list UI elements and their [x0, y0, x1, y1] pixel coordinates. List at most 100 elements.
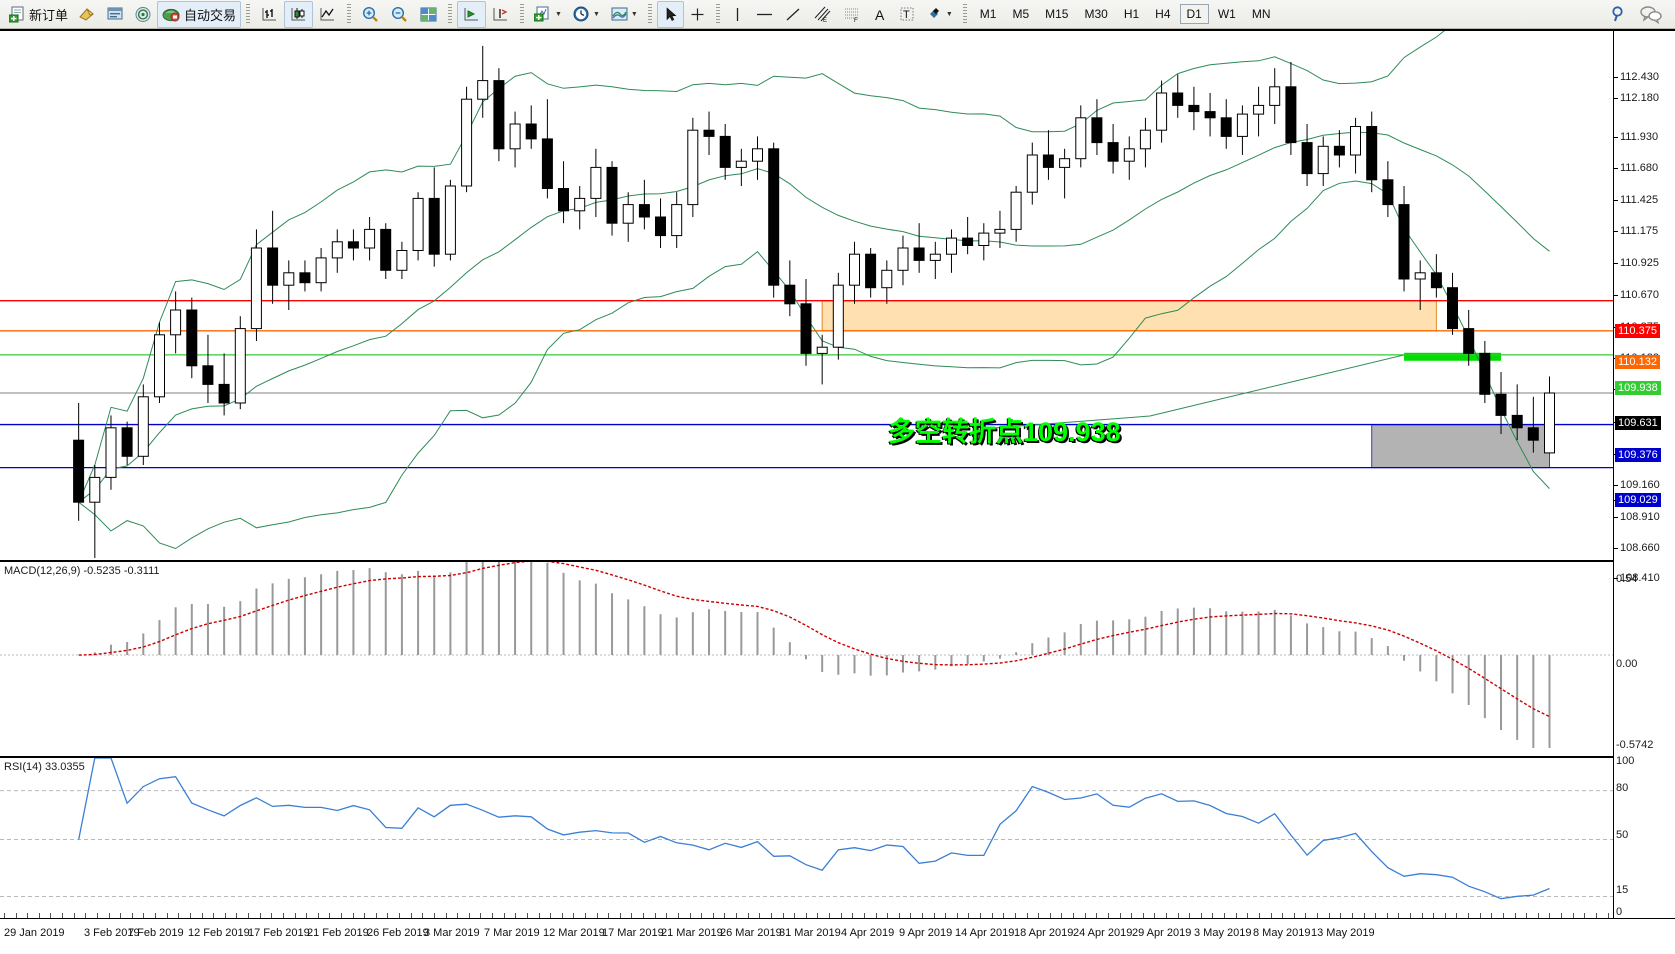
- time-tick: [480, 913, 481, 918]
- candlestick-chart-icon: [291, 7, 306, 20]
- chat-icon[interactable]: [1639, 4, 1663, 24]
- time-tick: [120, 913, 121, 918]
- toolbar-grip-3[interactable]: [448, 4, 453, 24]
- candle-body: [606, 166, 618, 224]
- period-caret-icon[interactable]: ▼: [592, 10, 600, 18]
- time-tick: [817, 913, 818, 918]
- macd-pane[interactable]: MACD(12,26,9) -0.5235 -0.3111: [0, 560, 1614, 754]
- shapes-caret-icon[interactable]: ▼: [945, 10, 953, 18]
- candle-body: [1447, 287, 1458, 330]
- indicators-caret-icon[interactable]: ▼: [555, 10, 562, 18]
- toolbar-grip-7[interactable]: [962, 4, 967, 24]
- time-tick: [504, 913, 505, 918]
- candle-body: [1350, 126, 1361, 156]
- templates-button[interactable]: ▼: [605, 1, 643, 28]
- tile-windows-button[interactable]: [414, 1, 443, 28]
- timeframe-d1[interactable]: D1: [1179, 4, 1209, 24]
- auto-scroll-button[interactable]: [486, 1, 515, 28]
- templates-icon: [611, 7, 628, 20]
- timeframe-h1[interactable]: H1: [1123, 7, 1140, 21]
- chart-shift-button[interactable]: [457, 0, 487, 28]
- text-icon: A: [875, 7, 885, 23]
- toolbar-grip-6[interactable]: [715, 4, 720, 24]
- timeframe-w1[interactable]: W1: [1217, 7, 1236, 21]
- price-level-resistance-red[interactable]: 110.375: [1615, 324, 1660, 338]
- toolbar-grip-4[interactable]: [520, 4, 525, 24]
- candle-body: [1253, 104, 1265, 115]
- candlestick-chart-button[interactable]: [284, 0, 314, 28]
- line-chart-button[interactable]: [313, 1, 342, 28]
- tile-windows-icon: [420, 7, 437, 21]
- chart-annotation-text[interactable]: 多空转折点109.938: [888, 417, 1121, 447]
- price-pane[interactable]: 多空转折点109.938: [0, 31, 1614, 558]
- bar-chart-button[interactable]: [255, 1, 284, 28]
- price-tick: 108.910: [1614, 511, 1660, 523]
- toolbar-grip-5[interactable]: [647, 4, 652, 24]
- rsi-pane[interactable]: RSI(14) 33.0355: [0, 756, 1614, 921]
- candle-body: [170, 309, 182, 336]
- price-level-last-price-black[interactable]: 109.631: [1615, 416, 1661, 430]
- price-level-resistance-orange[interactable]: 110.132: [1615, 355, 1660, 369]
- search-icon[interactable]: [1609, 4, 1629, 24]
- text-button[interactable]: A: [867, 1, 893, 28]
- candle-body: [913, 247, 925, 261]
- candle-body: [574, 197, 586, 212]
- fibonacci-button[interactable]: F: [837, 1, 867, 28]
- signals-button[interactable]: [129, 1, 157, 28]
- timeframe-m5[interactable]: M5: [1012, 7, 1030, 21]
- candle-body: [396, 250, 408, 271]
- time-label: 12 Feb 2019: [188, 927, 250, 939]
- candle-body: [137, 396, 149, 457]
- time-tick: [1027, 913, 1028, 918]
- candle-body: [477, 80, 489, 100]
- trendline-button[interactable]: [779, 1, 807, 28]
- data-window-button[interactable]: [101, 1, 129, 28]
- time-tick: [829, 913, 830, 918]
- new-order-button[interactable]: 新订单: [4, 1, 73, 28]
- timeframe-m1[interactable]: M1: [979, 7, 997, 21]
- equidistant-channel-button[interactable]: E: [807, 1, 837, 28]
- time-tick: [143, 913, 144, 918]
- timeframe-h4[interactable]: H4: [1155, 7, 1171, 21]
- text-label-button[interactable]: T: [893, 1, 921, 28]
- candle-body: [655, 216, 666, 237]
- timeframe-mn[interactable]: MN: [1251, 7, 1271, 21]
- price-scale[interactable]: 112.430 112.180 111.930 111.680 111.425 111.1…: [1613, 31, 1675, 921]
- candle-body: [541, 138, 553, 189]
- vertical-line-button[interactable]: [725, 1, 750, 28]
- candle-body: [73, 439, 85, 503]
- timeframe-m15[interactable]: M15: [1045, 7, 1069, 21]
- time-tick: [794, 913, 795, 918]
- candle-body: [638, 204, 650, 218]
- time-tick: [1003, 913, 1004, 918]
- price-tick: 111.680: [1614, 162, 1658, 174]
- candle-body: [897, 247, 909, 271]
- chart-window[interactable]: ▲USDJPY-,Daily 109.148 109.764 109.145 1…: [0, 29, 1675, 954]
- time-scale[interactable]: 29 Jan 2019 3 Feb 2019 7 Feb 2019 12 Feb 20…: [0, 913, 1675, 954]
- crosshair-button[interactable]: [684, 1, 711, 28]
- timeframe-m30[interactable]: M30: [1084, 7, 1108, 21]
- autotrading-button[interactable]: 自动交易: [157, 0, 242, 28]
- toolbar-grip-2[interactable]: [347, 4, 352, 24]
- price-tick: 111.930: [1614, 131, 1658, 143]
- macd-canvas[interactable]: [0, 562, 1614, 754]
- rsi-canvas[interactable]: [0, 758, 1614, 921]
- price-level-support-blue-1[interactable]: 109.376: [1615, 448, 1661, 462]
- shapes-button[interactable]: ▼: [921, 1, 958, 28]
- price-chart-canvas[interactable]: [0, 31, 1614, 558]
- zoom-in-button[interactable]: [356, 1, 385, 28]
- templates-caret-icon[interactable]: ▼: [630, 10, 638, 18]
- expert-advisors-button[interactable]: [73, 1, 101, 28]
- price-level-pivot-green[interactable]: 109.938: [1615, 381, 1661, 395]
- toolbar-grip-1[interactable]: [246, 4, 251, 24]
- cursor-button[interactable]: [656, 0, 684, 28]
- macd-tick: 0.54: [1616, 573, 1638, 585]
- horizontal-line-button[interactable]: [750, 1, 779, 28]
- period-button[interactable]: ▼: [567, 1, 605, 28]
- price-level-support-blue-2[interactable]: 109.029: [1615, 493, 1661, 507]
- indicators-button[interactable]: ▼: [529, 1, 567, 28]
- crosshair-icon: [691, 8, 704, 20]
- candle-body: [1091, 117, 1103, 144]
- zoom-out-button[interactable]: [385, 1, 414, 28]
- time-tick: [550, 913, 551, 918]
